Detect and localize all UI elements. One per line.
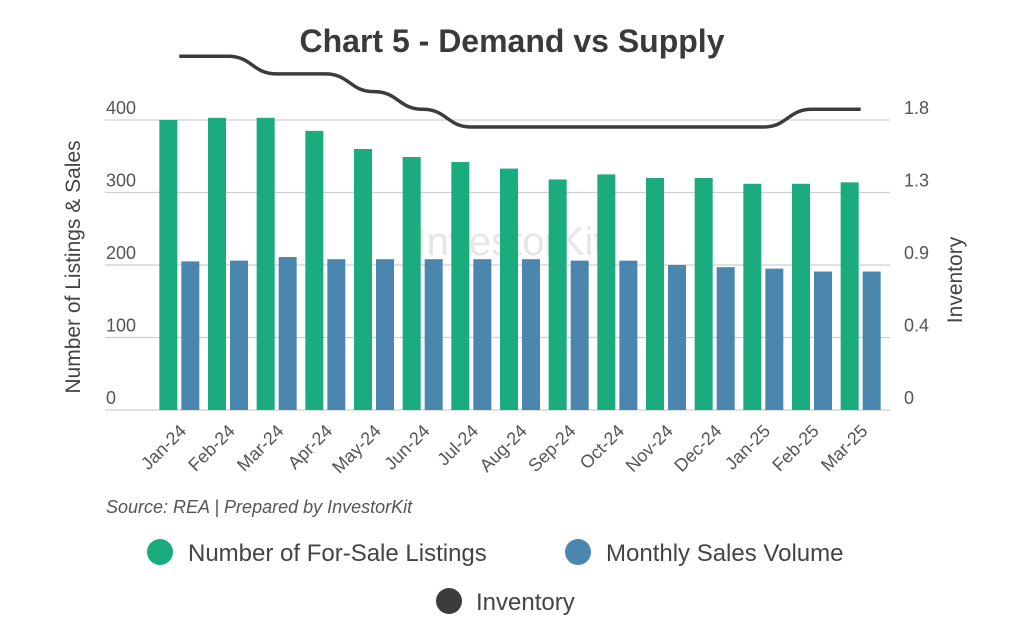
bar-sales: [570, 260, 589, 410]
bar-listings: [305, 130, 324, 410]
y-axis-left-label: Number of Listings & Sales: [62, 140, 85, 393]
bar-sales: [473, 259, 492, 410]
bar-listings: [451, 162, 470, 410]
x-tick-label: Jan-24: [137, 421, 190, 474]
inventory-line: [179, 54, 861, 129]
bar-sales: [424, 259, 443, 410]
bars: [159, 117, 881, 410]
bar-sales: [668, 265, 686, 410]
bar-listings: [548, 179, 567, 410]
bar-listings: [743, 183, 762, 410]
y-tick-left-label: 400: [106, 98, 136, 118]
x-tick-label: Oct-24: [576, 421, 628, 473]
legend-marker: [436, 588, 462, 614]
legend-marker: [147, 539, 173, 565]
bar-listings: [646, 178, 664, 410]
x-tick-label: Apr-24: [284, 421, 336, 473]
legend-label: Monthly Sales Volume: [606, 540, 843, 567]
x-tick-label: May-24: [328, 421, 385, 478]
bar-listings: [792, 183, 810, 410]
bar-sales: [327, 259, 346, 410]
bar-listings: [208, 117, 226, 410]
source-note: Source: REA | Prepared by InvestorKit: [106, 497, 413, 517]
legend-label: Number of For-Sale Listings: [188, 540, 487, 567]
bar-sales: [181, 261, 200, 410]
bar-sales: [619, 260, 638, 410]
y-tick-right-label: 0.9: [904, 243, 929, 263]
bar-sales: [376, 259, 394, 410]
y-tick-left-label: 0: [106, 388, 116, 408]
x-tick-label: Jan-25: [721, 421, 774, 474]
y-axis-right: 0 0.4 0.9 1.3 1.8: [904, 98, 929, 408]
y-tick-left-label: 200: [106, 243, 136, 263]
x-tick-label: Aug-24: [476, 421, 531, 476]
y-axis-right-label: Inventory: [944, 236, 967, 323]
legend-marker: [565, 539, 591, 565]
bar-sales: [278, 257, 297, 410]
x-tick-label: Mar-25: [817, 421, 871, 475]
bar-listings: [402, 156, 421, 410]
bar-sales: [230, 260, 248, 410]
x-tick-label: Feb-24: [184, 421, 238, 475]
y-tick-right-label: 0: [904, 388, 914, 408]
y-tick-left-label: 300: [106, 171, 136, 191]
bar-listings: [840, 182, 859, 410]
x-tick-label: Sep-24: [524, 421, 579, 476]
y-tick-right-label: 1.3: [904, 171, 929, 191]
chart-title: Chart 5 - Demand vs Supply: [300, 23, 725, 59]
bar-listings: [694, 178, 713, 410]
y-tick-right-label: 1.8: [904, 98, 929, 118]
legend: Number of For-Sale Listings Monthly Sales…: [147, 539, 843, 616]
y-tick-left-label: 100: [106, 316, 136, 336]
y-axis-left: 0 100 200 300 400: [106, 98, 136, 408]
bar-listings: [354, 149, 372, 410]
bar-sales: [765, 268, 784, 410]
inventory-line-group: [179, 54, 861, 129]
x-tick-label: Mar-24: [233, 421, 287, 475]
x-tick-label: Nov-24: [622, 421, 677, 476]
y-tick-right-label: 0.4: [904, 316, 929, 336]
x-tick-label: Jun-24: [380, 421, 433, 474]
bar-listings: [159, 120, 178, 410]
bar-listings: [500, 168, 518, 410]
x-tick-label: Dec-24: [670, 421, 725, 476]
bar-sales: [716, 267, 735, 410]
bar-sales: [814, 271, 832, 410]
x-tick-label: Feb-25: [768, 421, 822, 475]
bar-listings: [597, 174, 616, 410]
bar-listings: [256, 117, 275, 410]
bar-sales: [862, 271, 881, 410]
bar-sales: [522, 259, 540, 410]
legend-label: Inventory: [476, 589, 575, 616]
